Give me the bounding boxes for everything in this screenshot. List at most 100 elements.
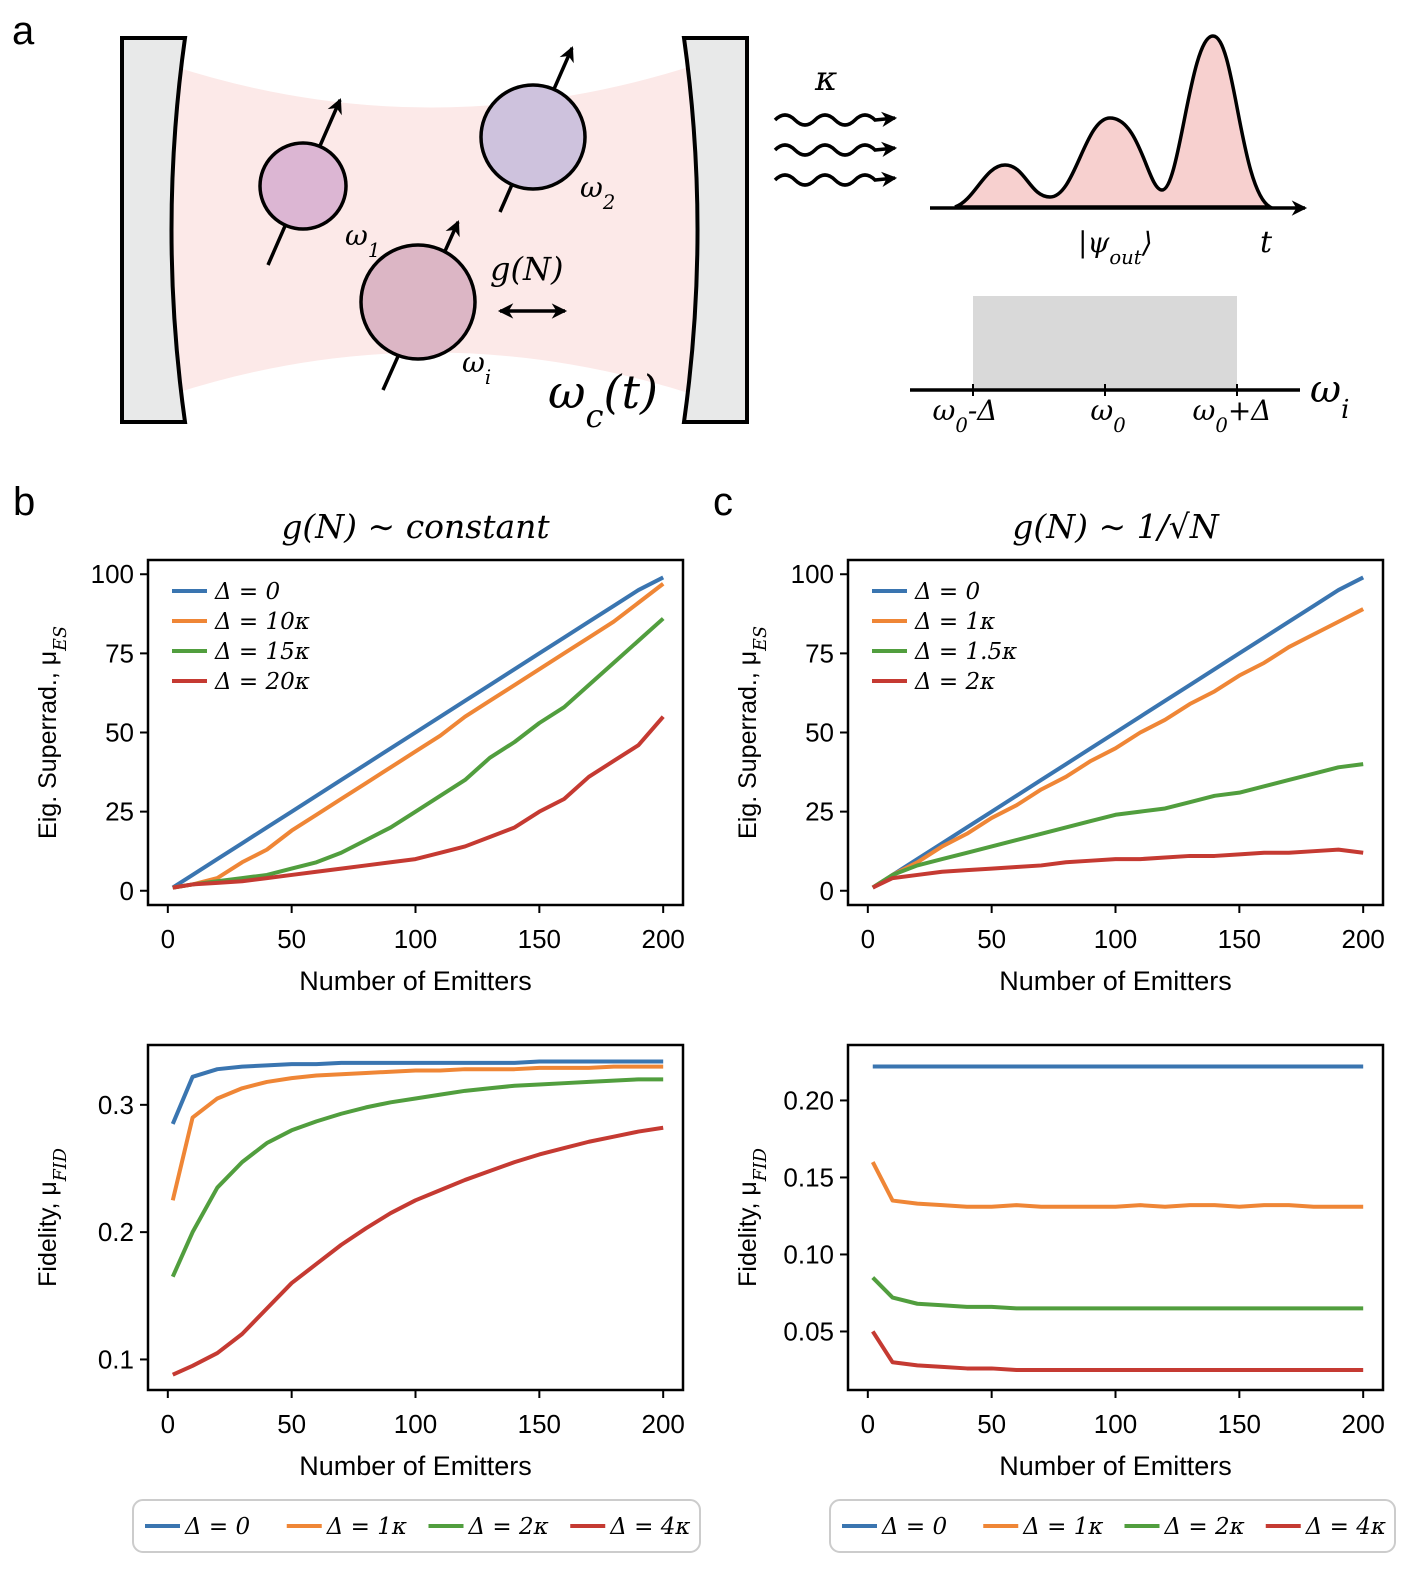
y-axis-label: Eig. Superrad., μES [734, 626, 771, 839]
mirror [681, 36, 749, 424]
frequency-ticks [972, 384, 1238, 396]
x-tick-label: 100 [394, 924, 437, 954]
plot-area [871, 575, 1365, 890]
decay-label: κ [814, 59, 837, 99]
legend-label: Δ = 20κ [214, 669, 310, 695]
data-line [871, 1276, 1364, 1311]
legend-label: Δ = 2κ [1164, 1514, 1245, 1540]
legend-label: Δ = 4κ [609, 1514, 690, 1540]
y-tick-label: 0.20 [783, 1085, 834, 1115]
chart-title: g(N) ∼ 1/√N [1012, 507, 1220, 546]
legend-label: Δ = 1κ [1022, 1514, 1103, 1540]
x-axis-label: Number of Emitters [299, 1451, 532, 1481]
x-axis-label: Number of Emitters [999, 966, 1232, 996]
frequency-tick-label: ω0+Δ [1193, 394, 1272, 437]
panel-label: a [12, 9, 35, 53]
y-tick-label: 100 [791, 559, 834, 589]
data-line [870, 1161, 1364, 1209]
x-tick-label: 0 [861, 1409, 875, 1439]
cavity-label: ωc(t) [548, 365, 658, 435]
chart-title: g(N) ∼ constant [281, 507, 550, 546]
y-tick-label: 100 [91, 559, 134, 589]
legend-label: Δ = 0 [184, 1514, 250, 1540]
x-tick-label: 150 [1218, 924, 1261, 954]
emission-arrows [773, 111, 898, 188]
x-tick-label: 0 [861, 924, 875, 954]
y-tick-label: 0 [820, 876, 834, 906]
data-line [871, 847, 1364, 890]
emitter [359, 243, 477, 361]
y-axis-label: Eig. Superrad., μES [34, 626, 71, 839]
data-line [170, 1059, 664, 1125]
frequency-tick-label: ω0 [1090, 394, 1125, 437]
plot-frame [146, 558, 685, 907]
legend-box [132, 1499, 701, 1553]
x-tick-label: 150 [1218, 1409, 1261, 1439]
x-tick-label: 0 [161, 1409, 175, 1439]
data-line [172, 715, 665, 890]
output-pulse [954, 34, 1277, 209]
y-tick-label: 0.05 [783, 1316, 834, 1346]
data-line [170, 1064, 664, 1201]
legend-label: Δ = 0 [914, 579, 980, 605]
plot-area [870, 1064, 1364, 1372]
output-label: |ψout⟩ [1078, 226, 1153, 269]
x-tick-label: 200 [1341, 1409, 1384, 1439]
emitter-label: ωi [462, 346, 491, 389]
y-tick-label: 0.10 [783, 1239, 834, 1269]
legend-label: Δ = 2κ [914, 669, 995, 695]
data-line [172, 617, 665, 890]
panel-label: c [713, 480, 733, 524]
coupling-label: g(N) [490, 250, 563, 288]
data-line [171, 1125, 664, 1377]
y-tick-label: 25 [805, 797, 834, 827]
y-axis-label: Fidelity, μFID [34, 1148, 71, 1287]
y-tick-label: 50 [805, 718, 834, 748]
x-tick-label: 200 [641, 1409, 684, 1439]
y-tick-label: 75 [105, 638, 134, 668]
plot-area [170, 1059, 664, 1377]
x-tick-label: 150 [518, 1409, 561, 1439]
data-line [871, 607, 1365, 890]
emitter [258, 141, 348, 231]
data-line [871, 762, 1364, 890]
data-line [871, 1330, 1364, 1372]
y-axis-label: Fidelity, μFID [734, 1148, 771, 1287]
mirror [120, 36, 188, 424]
x-tick-label: 100 [1094, 924, 1137, 954]
x-tick-label: 50 [277, 1409, 306, 1439]
x-tick-label: 200 [1341, 924, 1384, 954]
legend-label: Δ = 1κ [914, 609, 995, 635]
x-tick-label: 50 [277, 924, 306, 954]
y-tick-label: 25 [105, 797, 134, 827]
data-line [172, 582, 665, 890]
frequency-tick-label: ω0-Δ [933, 394, 998, 437]
y-tick-label: 0.2 [98, 1217, 134, 1247]
y-tick-label: 0.1 [98, 1344, 134, 1374]
plot-area [171, 575, 665, 890]
legend-label: Δ = 1κ [326, 1514, 407, 1540]
y-tick-label: 75 [805, 638, 834, 668]
x-tick-label: 50 [977, 924, 1006, 954]
emitter [479, 83, 587, 191]
plot-frame [846, 558, 1385, 907]
x-axis-label: Number of Emitters [999, 1451, 1232, 1481]
x-tick-label: 200 [641, 924, 684, 954]
time-label: t [1260, 225, 1273, 260]
plot-frame [146, 1043, 685, 1392]
y-tick-label: 0.3 [98, 1090, 134, 1120]
data-line [171, 575, 665, 890]
legend-label: Δ = 0 [214, 579, 280, 605]
legend-label: Δ = 4κ [1305, 1514, 1386, 1540]
emitter-label: ω1 [345, 219, 380, 262]
legend-label: Δ = 10κ [214, 609, 310, 635]
legend-box [829, 1499, 1396, 1553]
x-tick-label: 150 [518, 924, 561, 954]
y-tick-label: 50 [105, 718, 134, 748]
legend-label: Δ = 15κ [214, 639, 310, 665]
plot-frame [846, 1043, 1385, 1392]
frequency-axis-label: ωi [1310, 367, 1350, 425]
data-line [170, 1077, 664, 1278]
x-tick-label: 50 [977, 1409, 1006, 1439]
